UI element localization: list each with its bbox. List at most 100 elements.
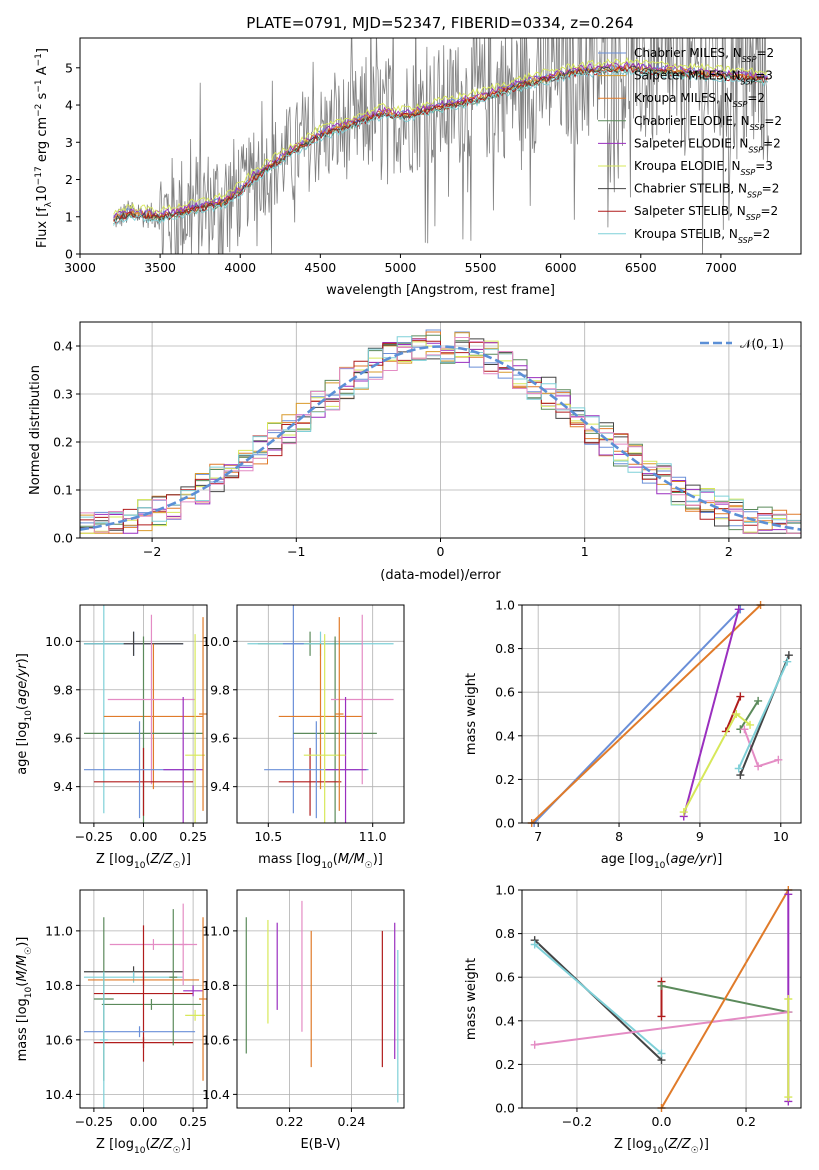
y-tick-label: 0.8 bbox=[495, 641, 515, 656]
label-part: Z/Z bbox=[668, 1137, 692, 1152]
label-part: )] bbox=[699, 1137, 709, 1152]
label-part: age [ bbox=[601, 852, 634, 867]
weight-point-marker bbox=[657, 1012, 666, 1021]
spectrum-panel: 3000 3500 4000 4500 5000 5500 6000 6500 7000 0 1 2 3… bbox=[34, 37, 802, 298]
legend-label: Kroupa ELODIE, NSSP=3 bbox=[634, 159, 773, 177]
x-tick-label: 1 bbox=[581, 544, 589, 559]
y-tick-label: 1 bbox=[65, 209, 73, 224]
axis-label: Flux [fλ10−17 erg cm−2 s−1 A−1] bbox=[34, 48, 54, 248]
y-tick-label: 0.3 bbox=[53, 387, 73, 402]
y-tick-label: 0.0 bbox=[495, 816, 515, 831]
plot-frame bbox=[79, 889, 208, 1109]
label-part: −1 bbox=[34, 79, 44, 92]
y-tick-label: 10.0 bbox=[202, 634, 230, 649]
legend-sub: SSP bbox=[733, 100, 748, 109]
weight-point-marker bbox=[657, 981, 666, 990]
label-part: 10 bbox=[654, 861, 666, 871]
mass-age-panel: 10.5 11.0 9.4 9.6 9.8 10.0 mass [log10(M/M☉)] bbox=[202, 604, 405, 871]
y-tick-label: 0.2 bbox=[495, 772, 515, 787]
x-tick-label: 0.22 bbox=[276, 1114, 304, 1129]
x-axis-label: (data-model)/error bbox=[380, 568, 501, 583]
x-tick-label: 4500 bbox=[304, 260, 336, 275]
x-tick-label: −0.25 bbox=[75, 829, 113, 844]
x-tick-label: 0.24 bbox=[338, 1114, 366, 1129]
label-part: log bbox=[15, 998, 30, 1018]
plot-frame bbox=[79, 604, 208, 824]
x-tick-label: 10.5 bbox=[254, 829, 282, 844]
label-part: log bbox=[15, 722, 30, 742]
y-tick-label: 0.4 bbox=[495, 1013, 515, 1028]
label-part: 10 bbox=[652, 1146, 664, 1156]
label-part: ( bbox=[15, 705, 30, 710]
y-tick-label: 0.2 bbox=[495, 1057, 515, 1072]
label-part: ( bbox=[145, 852, 150, 867]
legend-sub: SSP bbox=[738, 235, 753, 244]
label-part: log bbox=[114, 1137, 134, 1152]
label-part: ( bbox=[665, 852, 670, 867]
y-tick-label: 0.0 bbox=[495, 1101, 515, 1116]
x-tick-label: 5500 bbox=[465, 260, 497, 275]
label-part: 10 bbox=[24, 710, 34, 722]
residuals-panel: −2 −1 0 1 2 0.0 0.1 0.2 0.3 0.4 𝒩(0, 1) (data-model… bbox=[28, 321, 802, 583]
axis-label: Z [log10(Z/Z☉)] bbox=[614, 1137, 709, 1156]
label-part: A bbox=[35, 66, 50, 79]
legend-count: =2 bbox=[763, 136, 781, 150]
axis-label: Z [log10(Z/Z☉)] bbox=[96, 852, 191, 871]
y-tick-label: 9.8 bbox=[210, 682, 230, 697]
plot-frame bbox=[79, 321, 802, 539]
label-part: M/M bbox=[15, 955, 30, 982]
label-part: )] bbox=[181, 1137, 191, 1152]
label-part: 10 bbox=[35, 185, 50, 202]
weight-series-line bbox=[682, 609, 740, 817]
label-part: ☉ bbox=[173, 861, 181, 871]
y-tick-label: 11.0 bbox=[202, 923, 230, 938]
histogram-series bbox=[80, 336, 801, 538]
y-tick-label: 0.1 bbox=[53, 483, 73, 498]
legend-sub: SSP bbox=[741, 77, 756, 86]
x-tick-label: 6500 bbox=[625, 260, 657, 275]
y-tick-label: 10.0 bbox=[45, 634, 73, 649]
legend-label: Salpeter MILES, NSSP=3 bbox=[634, 69, 773, 87]
label-part: age [ bbox=[15, 741, 30, 774]
label-part: )] bbox=[15, 937, 30, 947]
plot-frame bbox=[521, 889, 802, 1109]
label-part: Z [ bbox=[614, 1137, 632, 1152]
x-tick-label: 3500 bbox=[144, 260, 176, 275]
y-tick-label: 0 bbox=[65, 247, 73, 262]
x-tick-label: 0.00 bbox=[130, 829, 158, 844]
y-tick-label: 5 bbox=[65, 60, 73, 75]
z-age-panel: −0.25 0.00 0.259.49.69.810.0Z [log10(Z/Z☉)… bbox=[15, 604, 208, 871]
y-tick-label: 0.6 bbox=[495, 970, 515, 985]
weight-point-marker bbox=[746, 720, 755, 729]
legend-sub: SSP bbox=[748, 145, 763, 154]
x-tick-label: 2 bbox=[725, 544, 733, 559]
legend-sub: SSP bbox=[747, 190, 762, 199]
x-tick-label: 4000 bbox=[224, 260, 256, 275]
plot-frame bbox=[79, 37, 802, 255]
histogram-series bbox=[80, 340, 801, 538]
label-part: ☉ bbox=[691, 1146, 699, 1156]
weight-series-line bbox=[534, 1011, 789, 1046]
legend-count: =2 bbox=[756, 46, 774, 60]
weight-point-marker bbox=[740, 725, 749, 734]
label-part: Z [ bbox=[96, 1137, 114, 1152]
y-tick-label: 4 bbox=[65, 98, 73, 113]
legend-count: =3 bbox=[755, 69, 773, 83]
label-part: Z/Z bbox=[150, 852, 174, 867]
x-axis-label: wavelength [Angstrom, rest frame] bbox=[326, 283, 555, 298]
label-part: Z [ bbox=[96, 852, 114, 867]
label-part: 10 bbox=[134, 1146, 146, 1156]
y-tick-label: 9.4 bbox=[210, 779, 230, 794]
label-part: )] bbox=[712, 852, 722, 867]
y-tick-label: 1.0 bbox=[495, 883, 515, 898]
label-part: ☉ bbox=[24, 947, 34, 955]
y-tick-label: 10.8 bbox=[45, 978, 73, 993]
label-part: M/M bbox=[338, 852, 365, 867]
y-tick-label: 0.0 bbox=[53, 531, 73, 546]
normal-reference-curve bbox=[79, 345, 802, 531]
x-tick-label: 11.0 bbox=[359, 829, 387, 844]
x-tick-label: 7 bbox=[534, 829, 542, 844]
axis-label: age [log10(age/yr)] bbox=[15, 653, 34, 775]
axis-label: mass [log10(M/M☉)] bbox=[258, 852, 383, 871]
